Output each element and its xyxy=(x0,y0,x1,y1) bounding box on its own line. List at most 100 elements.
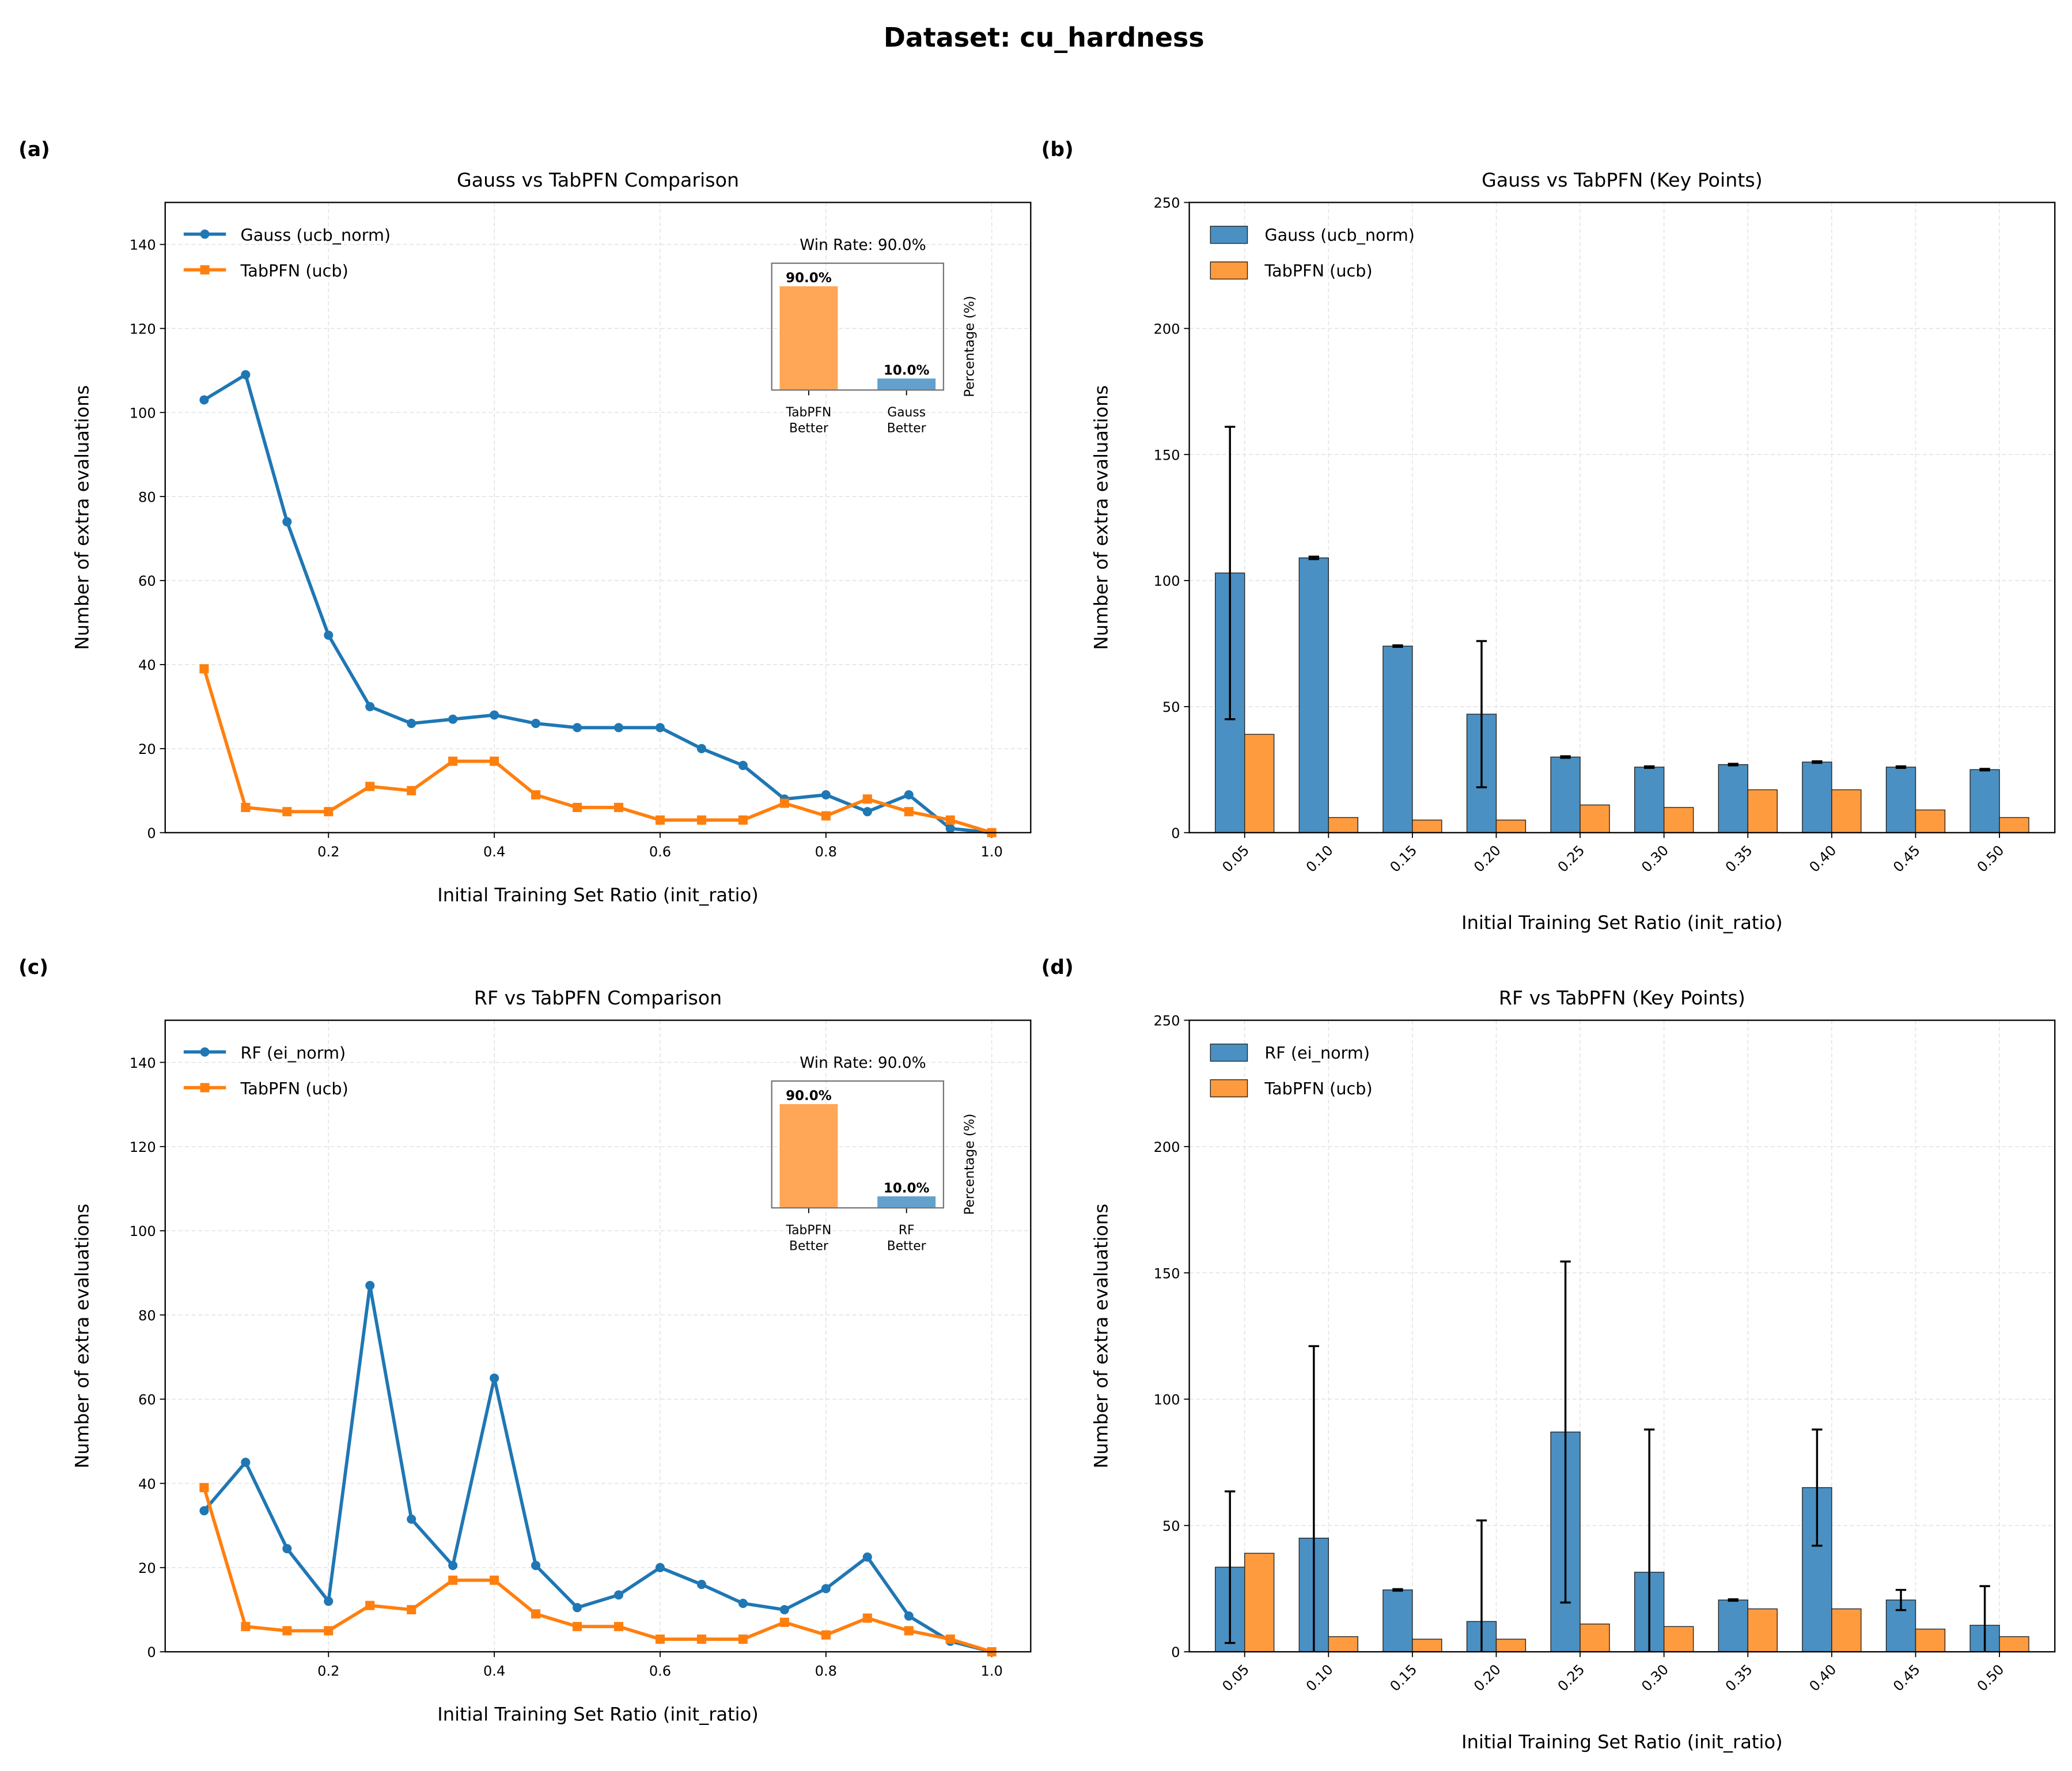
legend: Gauss (ucb_norm) TabPFN (ucb) xyxy=(183,225,391,280)
bar xyxy=(1244,1553,1275,1652)
data-point xyxy=(613,802,624,812)
inset-category-label: TabPFN xyxy=(786,1223,832,1238)
bar xyxy=(1747,1608,1778,1652)
ytick-label: 120 xyxy=(130,1139,156,1155)
xtick-label: 1.0 xyxy=(981,844,1003,860)
inset-category-label: TabPFN xyxy=(786,405,832,420)
data-point xyxy=(365,1601,375,1610)
bar xyxy=(1802,761,1832,833)
bar xyxy=(1328,817,1358,833)
legend-marker xyxy=(200,1047,210,1057)
ytick-label: 50 xyxy=(1162,699,1180,715)
data-point xyxy=(490,1575,499,1585)
legend-label: TabPFN (ucb) xyxy=(240,261,349,280)
data-point xyxy=(573,802,582,812)
y-axis-label: Number of extra evaluations xyxy=(1090,385,1112,650)
data-point xyxy=(199,1506,209,1516)
ytick-label: 0 xyxy=(1171,1644,1180,1660)
data-point xyxy=(282,1544,292,1553)
ytick-label: 60 xyxy=(138,573,156,589)
data-point xyxy=(448,1575,458,1585)
data-point xyxy=(613,1622,624,1632)
bar xyxy=(1495,820,1526,833)
axes-frame xyxy=(164,1019,1032,1653)
data-point xyxy=(531,1561,541,1571)
legend-swatch xyxy=(1210,226,1248,244)
ytick-label: 140 xyxy=(130,1055,156,1071)
bar xyxy=(1969,769,2000,833)
bar xyxy=(1999,1636,2029,1652)
data-point xyxy=(655,723,665,733)
data-point xyxy=(490,710,499,720)
chart-title: RF vs TabPFN (Key Points) xyxy=(1499,987,1745,1009)
bar xyxy=(1579,1624,1610,1652)
legend-label: Gauss (ucb_norm) xyxy=(1264,225,1415,245)
y-axis-label: Number of extra evaluations xyxy=(71,385,93,650)
win-rate-inset: Win Rate: 90.0% 90.0% TabPFN Better 10.0% Gau… xyxy=(771,237,978,436)
data-point xyxy=(282,517,292,526)
legend: RF (ei_norm) TabPFN (ucb) xyxy=(1210,1043,1373,1098)
data-point xyxy=(324,630,334,640)
data-point xyxy=(779,1617,789,1627)
data-point xyxy=(573,1603,582,1613)
inset-frame xyxy=(771,262,945,391)
data-point xyxy=(324,1596,334,1606)
bar xyxy=(1915,809,1946,833)
ytick-label: 0 xyxy=(1171,825,1180,841)
inset-frame xyxy=(771,1080,945,1209)
panel-label: (c) xyxy=(18,956,48,979)
bar xyxy=(1579,804,1610,833)
data-point xyxy=(613,723,624,733)
panel-c: (c) RF vs TabPFN Comparison 0 20 40 60 80 100 12… xyxy=(18,956,1032,1725)
axes-frame xyxy=(164,202,1032,833)
panel-a: (a) Gauss vs TabPFN Comparison 0 20 40 60 80 10… xyxy=(18,138,1032,906)
inset-bar-label: 90.0% xyxy=(786,271,832,286)
data-point xyxy=(738,1635,748,1644)
ytick-label: 140 xyxy=(130,237,156,253)
legend: Gauss (ucb_norm) TabPFN (ucb) xyxy=(1210,225,1415,280)
inset-category-label: Better xyxy=(887,422,926,436)
data-point xyxy=(904,1626,914,1636)
data-point xyxy=(199,664,209,674)
ytick-label: 150 xyxy=(1154,1265,1180,1281)
ytick-label: 150 xyxy=(1154,447,1180,463)
data-point xyxy=(199,395,209,405)
ytick-label: 80 xyxy=(138,489,156,505)
bar xyxy=(1915,1628,1946,1652)
ytick-label: 100 xyxy=(1154,1392,1180,1408)
ytick-label: 200 xyxy=(1154,321,1180,337)
ytick-label: 200 xyxy=(1154,1139,1180,1155)
data-point xyxy=(282,807,292,817)
data-point xyxy=(531,1609,541,1619)
ytick-label: 0 xyxy=(147,825,156,841)
legend-label: RF (ei_norm) xyxy=(1264,1043,1370,1063)
bar xyxy=(1999,817,2029,833)
panel-label: (d) xyxy=(1041,956,1074,979)
data-point xyxy=(696,815,706,825)
bar xyxy=(1885,767,1916,833)
win-rate-inset: Win Rate: 90.0%90.0%TabPFNBetter10.0%RFB… xyxy=(771,1055,978,1254)
chart-title: RF vs TabPFN Comparison xyxy=(474,987,722,1009)
data-point xyxy=(407,1605,416,1614)
data-point xyxy=(738,760,748,771)
ytick-label: 100 xyxy=(1154,573,1180,589)
x-axis-label: Initial Training Set Ratio (init_ratio) xyxy=(1461,912,1782,934)
data-point xyxy=(738,1598,748,1608)
bar xyxy=(1664,1626,1694,1652)
bar xyxy=(1831,1608,1862,1652)
inset-bar-label: 10.0% xyxy=(884,1181,930,1196)
data-point xyxy=(324,807,334,817)
xtick-label: 0.6 xyxy=(649,1663,671,1679)
suptitle: Dataset: cu_hardness xyxy=(884,22,1204,53)
ytick-label: 100 xyxy=(130,1223,156,1239)
data-point xyxy=(573,723,582,733)
data-point xyxy=(241,1458,251,1467)
legend-label: TabPFN (ucb) xyxy=(1264,261,1372,280)
panel-label: (b) xyxy=(1041,138,1074,161)
data-point xyxy=(655,1563,665,1572)
data-point xyxy=(821,790,831,800)
ytick-label: 60 xyxy=(138,1392,156,1408)
data-point xyxy=(821,1630,831,1640)
data-point xyxy=(407,1514,416,1524)
